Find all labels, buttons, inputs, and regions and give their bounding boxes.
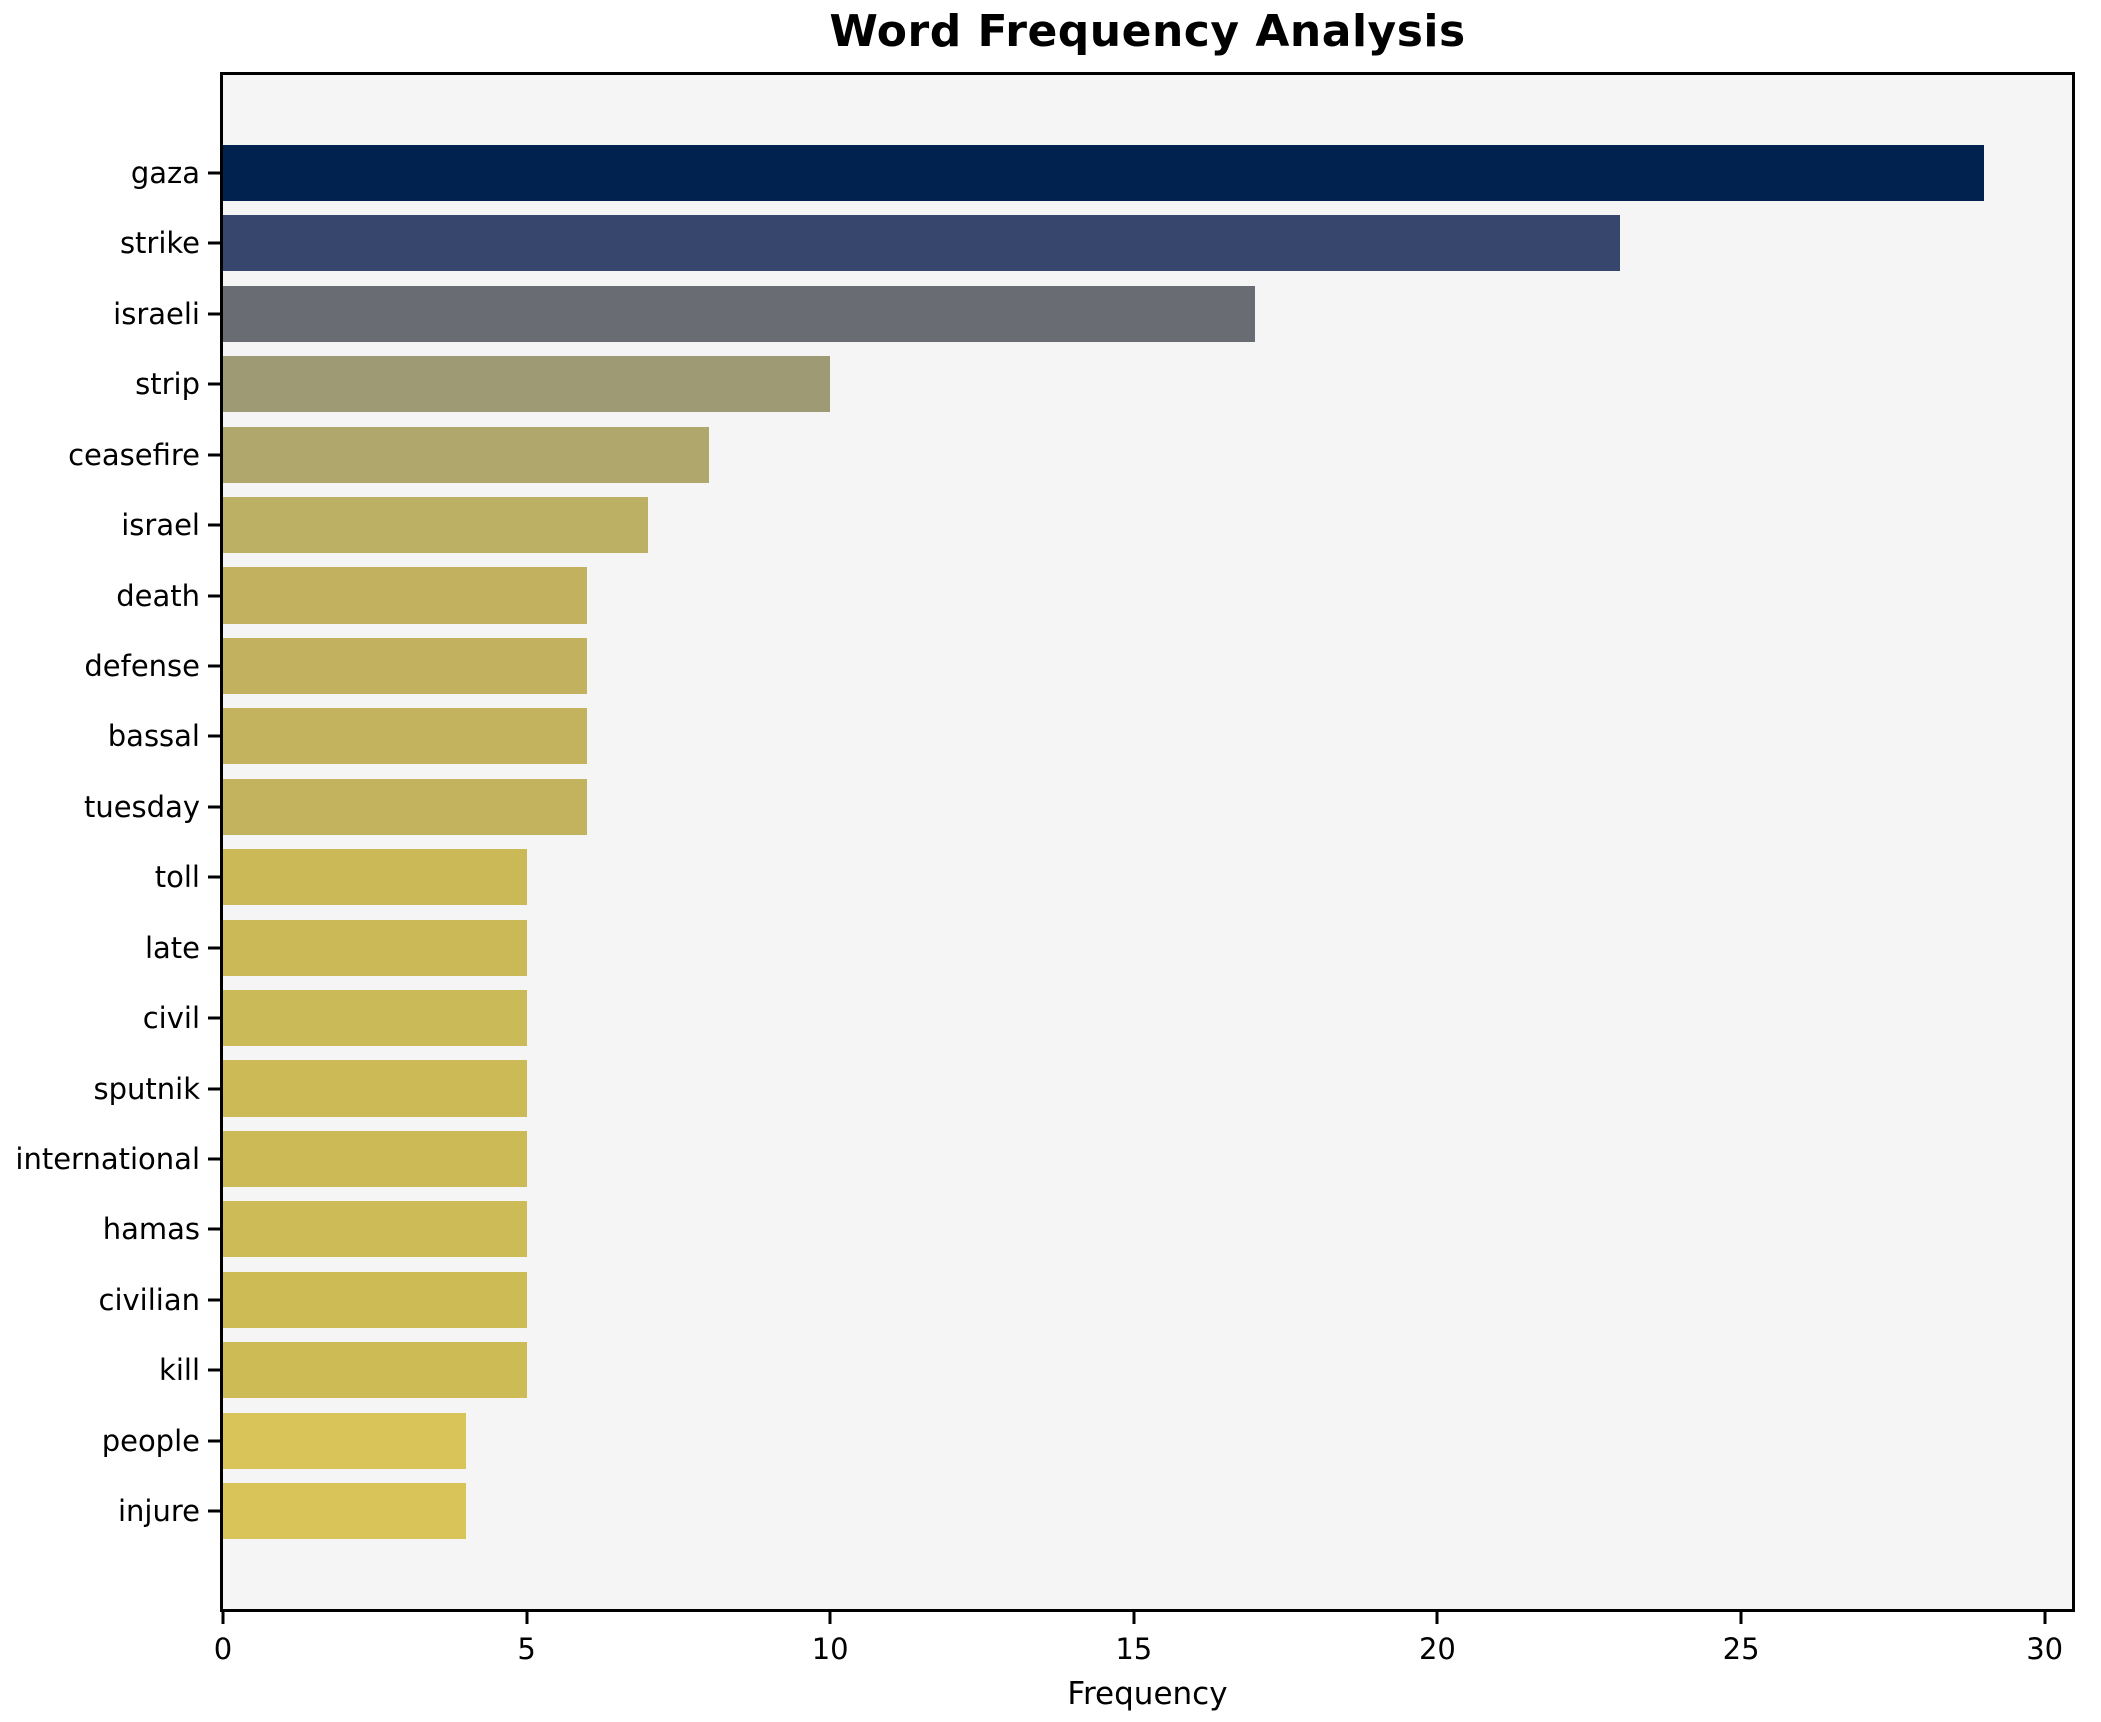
bar — [223, 708, 588, 765]
x-tick-label: 30 — [2026, 1632, 2064, 1666]
x-tick-mark — [2043, 1612, 2047, 1624]
y-tick-label: sputnik — [93, 1071, 201, 1106]
y-tick-mark — [208, 382, 220, 386]
y-tick-mark — [208, 1439, 220, 1443]
y-tick-mark — [208, 1509, 220, 1513]
x-tick-label: 20 — [1418, 1632, 1456, 1666]
bar — [223, 989, 527, 1047]
bar — [223, 215, 1620, 272]
y-tick-mark — [208, 1087, 220, 1090]
y-tick-mark — [208, 171, 220, 175]
y-tick-mark — [208, 1298, 220, 1302]
y-tick-label: hamas — [102, 1212, 200, 1247]
x-tick-label: 15 — [1115, 1632, 1153, 1666]
y-tick-label: late — [144, 930, 200, 965]
y-tick-label: kill — [159, 1353, 200, 1388]
chart-title: Word Frequency Analysis — [829, 6, 1466, 57]
y-tick-mark — [208, 1368, 220, 1372]
x-tick-mark — [1132, 1612, 1136, 1624]
y-tick-mark — [208, 875, 220, 879]
y-tick-label: international — [15, 1141, 200, 1176]
y-tick-mark — [208, 523, 220, 527]
bars-layer — [223, 75, 2072, 1609]
y-tick-label: civil — [142, 1001, 200, 1036]
y-tick-label: civilian — [98, 1282, 201, 1317]
bar — [223, 1482, 466, 1540]
plot-area — [220, 72, 2075, 1612]
x-tick-label: 5 — [517, 1632, 536, 1666]
y-tick-label: tuesday — [83, 789, 200, 824]
y-tick-label: death — [116, 578, 200, 613]
bar — [223, 778, 588, 835]
bar — [223, 426, 709, 483]
y-tick-label: israel — [121, 508, 200, 543]
x-tick-mark — [221, 1612, 225, 1624]
bar — [223, 144, 1984, 201]
bar — [223, 356, 831, 413]
y-tick-mark — [208, 664, 220, 668]
bar — [223, 849, 527, 906]
y-tick-label: strike — [119, 226, 200, 261]
y-tick-label: injure — [117, 1494, 200, 1529]
bar — [223, 919, 527, 976]
bar — [223, 285, 1256, 342]
bar — [223, 637, 588, 694]
y-tick-mark — [208, 734, 220, 738]
y-tick-mark — [208, 1227, 220, 1231]
bar — [223, 1342, 527, 1399]
y-tick-label: israeli — [113, 296, 200, 331]
x-tick-label: 0 — [213, 1632, 233, 1666]
x-tick-mark — [1739, 1612, 1743, 1624]
y-tick-label: defense — [84, 648, 200, 683]
bar — [223, 1130, 527, 1188]
y-tick-label: ceasefire — [68, 437, 200, 472]
y-tick-label: people — [101, 1423, 200, 1458]
bar — [223, 1201, 527, 1258]
x-tick-mark — [1435, 1612, 1439, 1624]
y-tick-label: gaza — [130, 155, 200, 190]
y-tick-mark — [208, 946, 220, 950]
bar — [223, 567, 588, 624]
y-tick-mark — [208, 312, 220, 316]
y-tick-label: toll — [154, 860, 200, 895]
bar — [223, 1412, 466, 1469]
y-tick-label: strip — [135, 367, 200, 402]
x-tick-label: 25 — [1722, 1632, 1760, 1666]
x-tick-mark — [828, 1612, 832, 1624]
x-axis-title: Frequency — [1067, 1676, 1228, 1712]
y-tick-label: bassal — [107, 719, 200, 754]
x-tick-label: 10 — [811, 1632, 849, 1666]
y-tick-mark — [208, 453, 220, 457]
bar — [223, 1060, 527, 1117]
y-tick-mark — [208, 1157, 220, 1161]
y-tick-mark — [208, 1016, 220, 1020]
y-tick-mark — [208, 241, 220, 245]
bar — [223, 496, 649, 554]
x-tick-mark — [525, 1612, 529, 1624]
y-tick-mark — [208, 594, 220, 597]
y-tick-mark — [208, 805, 220, 809]
bar — [223, 1271, 527, 1328]
